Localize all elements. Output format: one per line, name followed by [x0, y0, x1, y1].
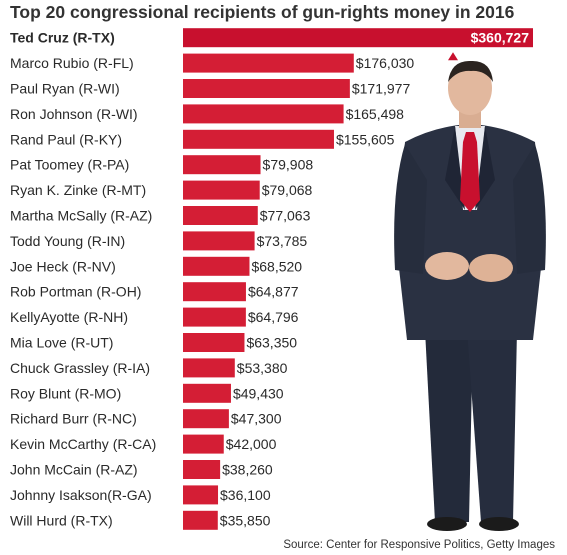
- category-label: Todd Young (R-IN): [10, 233, 125, 249]
- value-label: $77,063: [260, 208, 311, 224]
- bar: [183, 53, 354, 73]
- value-label: $64,877: [248, 284, 299, 300]
- bar: [183, 358, 235, 378]
- category-label: Will Hurd (R-TX): [10, 512, 113, 528]
- bar: [183, 206, 258, 225]
- value-label: $35,850: [220, 512, 271, 528]
- bar: [183, 434, 224, 454]
- category-label: Marco Rubio (R-FL): [10, 55, 134, 71]
- bar: [183, 383, 231, 403]
- value-label: $49,430: [233, 385, 284, 401]
- value-label: $64,796: [248, 309, 299, 325]
- category-label: Rob Portman (R-OH): [10, 284, 141, 300]
- bar: [183, 333, 245, 352]
- category-label: Ryan K. Zinke (R-MT): [10, 182, 146, 198]
- value-label: $73,785: [257, 233, 308, 249]
- chart-title: Top 20 congressional recipients of gun-r…: [10, 2, 515, 22]
- value-label: $155,605: [336, 131, 395, 147]
- bar: [183, 282, 246, 302]
- category-label: Richard Burr (R-NC): [10, 411, 137, 427]
- category-label: John McCain (R-AZ): [10, 462, 138, 478]
- value-label: $68,520: [251, 258, 302, 274]
- category-label: Kevin McCarthy (R-CA): [10, 436, 156, 452]
- category-label: Ron Johnson (R-WI): [10, 106, 138, 122]
- category-label: Rand Paul (R-KY): [10, 131, 122, 147]
- bar: [183, 409, 229, 429]
- value-label: $36,100: [220, 487, 271, 503]
- bar: [183, 180, 260, 200]
- value-label: $79,068: [262, 182, 313, 198]
- category-label: Roy Blunt (R-MO): [10, 385, 121, 401]
- value-label: $176,030: [356, 55, 415, 71]
- bar: [183, 129, 334, 149]
- category-label: Martha McSally (R-AZ): [10, 208, 152, 224]
- bar: [183, 28, 533, 48]
- value-label: $42,000: [226, 436, 277, 452]
- category-label: Paul Ryan (R-WI): [10, 81, 120, 97]
- bar: [183, 460, 221, 479]
- bar: [183, 510, 218, 530]
- value-label: $165,498: [346, 106, 405, 122]
- category-label: Johnny Isakson(R-GA): [10, 487, 152, 503]
- category-label: Mia Love (R-UT): [10, 335, 113, 351]
- category-label: KellyAyotte (R-NH): [10, 309, 128, 325]
- value-label: $171,977: [352, 81, 411, 97]
- highlight-arrow-icon: [448, 52, 458, 61]
- value-label: $79,908: [263, 157, 314, 173]
- value-label: $38,260: [222, 462, 273, 478]
- category-label: Ted Cruz (R-TX): [10, 30, 115, 46]
- bar: [183, 79, 350, 98]
- category-label: Chuck Grassley (R-IA): [10, 360, 150, 376]
- bar: [183, 155, 261, 175]
- value-label: $53,380: [237, 360, 288, 376]
- bar: [183, 307, 246, 327]
- bar: [183, 485, 219, 505]
- value-label: $63,350: [246, 335, 297, 351]
- bar: [183, 256, 250, 276]
- person-in-suit-photo-icon: [394, 60, 546, 531]
- value-label: $360,727: [471, 30, 530, 46]
- bar: [183, 231, 255, 251]
- bar: [183, 104, 344, 124]
- category-label: Joe Heck (R-NV): [10, 258, 116, 274]
- value-label: $47,300: [231, 411, 282, 427]
- source-note: Source: Center for Responsive Politics, …: [283, 539, 555, 551]
- category-label: Pat Toomey (R-PA): [10, 157, 129, 173]
